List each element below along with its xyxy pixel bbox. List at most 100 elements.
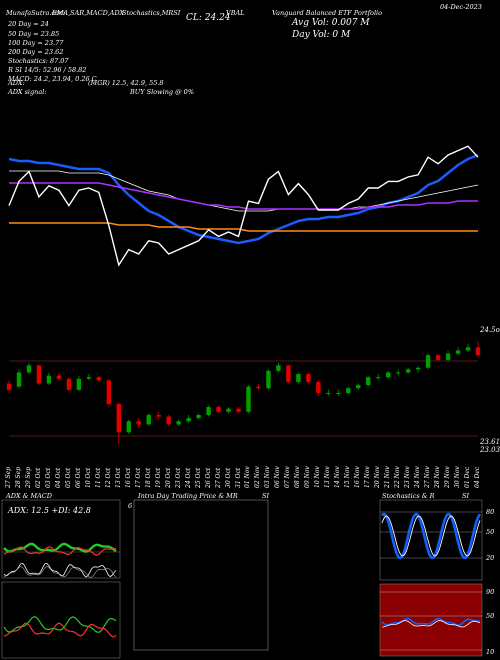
candle-body <box>76 378 82 390</box>
price-line <box>8 145 479 267</box>
day-volume: Day Vol: 0 M <box>292 30 351 40</box>
candle-body <box>16 372 22 387</box>
buy-signal: BUY Slowing @ 0% <box>130 88 194 96</box>
intraday-si-label: SI <box>262 492 270 500</box>
rsi-level-90: 90 <box>486 588 495 596</box>
candle-body <box>316 381 321 393</box>
candle-body <box>326 392 331 394</box>
candle-body <box>435 355 441 360</box>
security-name: Vanguard Balanced ETF Portfolio <box>272 9 383 17</box>
candle-body <box>455 350 461 354</box>
candle-body <box>206 407 211 415</box>
candle-body <box>26 365 32 373</box>
candle-body <box>266 370 271 389</box>
adx-panel-frame <box>1 499 121 579</box>
candle-body <box>86 377 92 379</box>
adx-panel-values: ADX: 12.5 +DI: 42.8 <box>8 506 91 515</box>
ema50-label: 50 Day = 23.85 <box>8 30 60 38</box>
candle-body <box>465 347 471 351</box>
stoch-level-80: 80 <box>486 508 495 516</box>
candle-body <box>36 365 42 384</box>
candle-body <box>96 377 102 381</box>
ema-line-1 <box>9 170 479 212</box>
price-label-low: 23.03 <box>480 446 500 454</box>
stoch-si-label: SI <box>462 492 470 500</box>
ema-line-2 <box>9 182 478 210</box>
candle-body <box>216 407 221 412</box>
mrsi-values: (MGR) 12.5, 42.9, 55.8 <box>88 79 164 87</box>
candle-body <box>246 386 251 412</box>
candle-body <box>196 414 201 419</box>
candle-body <box>46 375 52 384</box>
indicator-tags: EMA,SAR,MACD,ADX <box>52 9 125 17</box>
chart-date: 04-Dec-2023 <box>440 3 482 11</box>
candle-body <box>415 367 421 370</box>
price-label-top: 24.5o <box>480 326 500 334</box>
candle-body <box>256 386 261 389</box>
candle-body <box>445 353 451 360</box>
candle-body <box>356 385 361 389</box>
candle-body <box>126 421 131 433</box>
candle-body <box>136 421 141 425</box>
candlestick-chart <box>6 341 481 445</box>
ticker-symbol: VBAL <box>226 9 245 17</box>
macd-green-line <box>3 616 117 633</box>
candle-body <box>176 421 181 425</box>
candle-body <box>366 377 371 386</box>
adx-plus-di-line <box>3 542 117 553</box>
stoch-k-line <box>381 512 482 560</box>
candle-body <box>236 408 241 412</box>
candle-body <box>56 375 62 379</box>
rsi-level-50: 50 <box>486 612 495 620</box>
candle-body <box>146 414 151 425</box>
macd-red-line <box>3 622 117 638</box>
candle-body <box>276 365 281 371</box>
candle-body <box>286 365 291 382</box>
adx-signal-label: ADX signal: <box>8 88 47 96</box>
candle-body <box>156 414 161 417</box>
ema20-label: 20 Day = 24 <box>8 20 49 28</box>
candle-body <box>346 388 351 393</box>
price-label-mid: 23.61 <box>480 438 500 446</box>
candle-body <box>66 378 72 390</box>
ema200-label: 200 Day = 23.62 <box>8 48 64 56</box>
ema100-label: 100 Day = 23.77 <box>8 39 64 47</box>
candle-body <box>106 380 111 404</box>
candle-body <box>226 408 231 412</box>
macd-panel-frame <box>1 581 121 659</box>
adx-minus-di-line <box>3 546 117 556</box>
avg-volume: Avg Vol: 0.007 M <box>292 18 370 28</box>
candle-body <box>336 392 341 394</box>
candle-body <box>116 403 121 433</box>
macd-value: MACD: 24.2, 23.94, 0.26 C <box>8 75 97 83</box>
intraday-side-label: 6 <box>128 502 133 510</box>
rsi-blue-line <box>381 617 481 626</box>
candle-body <box>385 372 391 378</box>
candle-body <box>405 369 411 373</box>
stoch-level-50: 50 <box>486 528 495 536</box>
candle-body <box>166 416 171 425</box>
site-brand: MunafaSutra.com <box>6 9 66 17</box>
rsi-level-10: 10 <box>486 648 495 656</box>
stochastics-value: Stochastics: 87.07 <box>8 57 69 65</box>
indicator-tags-2: Stochastics,MRSI <box>122 9 181 17</box>
candle-body <box>376 377 381 379</box>
stoch-d-line <box>381 515 481 557</box>
candle-body <box>425 355 431 368</box>
rsi-value: R SI 14/5: 52.96 / 58.82 <box>8 66 87 74</box>
candle-body <box>395 372 401 374</box>
adx-panel-title: ADX & MACD <box>6 492 52 500</box>
candle-body <box>6 383 12 390</box>
stoch-level-20: 20 <box>486 554 495 562</box>
stoch-panel-title: Stochastics & R <box>382 492 435 500</box>
adx-label: ADX: <box>8 79 25 87</box>
intraday-panel-title: Intra Day Trading Price & MR <box>138 492 238 500</box>
candle-body <box>186 418 191 422</box>
intraday-panel-frame <box>133 499 269 651</box>
rsi-white-line <box>381 620 481 628</box>
ema-line-3 <box>9 222 478 232</box>
ema-overlay-chart <box>8 145 479 267</box>
candle-body <box>306 374 311 382</box>
